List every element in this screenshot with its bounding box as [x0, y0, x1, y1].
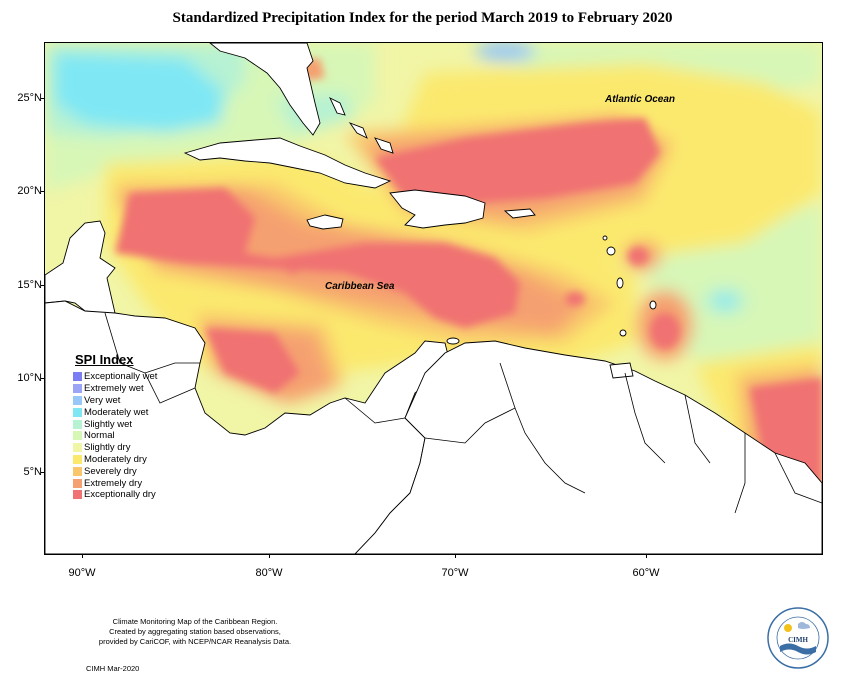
label-atlantic-ocean: Atlantic Ocean: [605, 94, 676, 105]
land-jamaica: [306, 214, 344, 230]
wave-icon: [780, 643, 816, 655]
lat-tick: [41, 472, 45, 473]
legend-item: Normal: [73, 430, 193, 442]
land-martinique: [616, 277, 624, 289]
cimh-logo: CIMH: [767, 607, 829, 669]
land-bahamas: [329, 97, 346, 116]
cloud-icon: [798, 622, 810, 629]
legend-item: Slightly dry: [73, 442, 193, 454]
lat-tick: [41, 378, 45, 379]
legend-swatch: [73, 443, 82, 453]
legend-label: Normal: [84, 430, 115, 442]
legend-swatch: [73, 490, 82, 500]
spi-map-canvas: [45, 43, 822, 554]
legend-label: Extremely wet: [84, 383, 144, 395]
footer-line: Climate Monitoring Map of the Caribbean …: [112, 617, 278, 626]
legend-item: Exceptionally dry: [73, 489, 193, 501]
legend-swatch: [73, 395, 82, 405]
lat-label-15n: 15°N: [17, 279, 42, 291]
lon-tick: [82, 554, 83, 558]
lat-label-5n: 5°N: [23, 466, 42, 478]
legend-swatch: [73, 478, 82, 488]
land-south-america: [354, 340, 822, 554]
sun-icon: [784, 624, 792, 632]
lat-label-25n: 25°N: [17, 92, 42, 104]
legend-items: Exceptionally wet Extremely wet Very wet Mo…: [73, 371, 193, 501]
legend-item: Exceptionally wet: [73, 371, 193, 383]
legend-item: Moderately dry: [73, 454, 193, 466]
legend-swatch: [73, 384, 82, 394]
legend-item: Moderately wet: [73, 406, 193, 418]
land-puerto-rico: [503, 208, 536, 219]
legend-title: SPI Index: [75, 352, 134, 367]
map-title: Standardized Precipitation Index for the…: [172, 10, 673, 26]
legend-label: Extremely dry: [84, 477, 143, 489]
footer-line: provided by CariCOF, with NCEP/NCAR Rean…: [98, 637, 292, 646]
legend-item: Extremely wet: [73, 383, 193, 395]
lon-label-70w: 70°W: [441, 567, 469, 579]
lat-label-20n: 20°N: [17, 185, 42, 197]
legend-item: Very wet: [73, 395, 193, 407]
logo-text: CIMH: [788, 636, 808, 644]
footer-description: Climate Monitoring Map of the Caribbean …: [90, 617, 300, 647]
land-florida: [209, 43, 321, 136]
legend-item: Severely dry: [73, 465, 193, 477]
land-barbados: [649, 300, 657, 310]
legend-label: Moderately dry: [84, 453, 147, 465]
footer-line: Created by aggregating station based obs…: [109, 627, 281, 636]
legend-label: Severely dry: [84, 465, 137, 477]
legend-label: Slightly dry: [84, 442, 131, 454]
legend-label: Slightly wet: [84, 418, 133, 430]
legend-swatch: [73, 431, 82, 441]
land-grenada: [619, 329, 627, 337]
lat-tick: [41, 191, 45, 192]
legend-label: Exceptionally wet: [84, 371, 158, 383]
lat-tick: [41, 285, 45, 286]
land-central-america-west: [45, 220, 116, 314]
label-caribbean-sea: Caribbean Sea: [325, 281, 395, 292]
legend-label: Very wet: [84, 394, 121, 406]
lon-label-60w: 60°W: [632, 567, 660, 579]
land-guadeloupe: [606, 246, 616, 256]
footer-credit: CIMH Mar-2020: [86, 664, 140, 673]
land-curacao: [446, 337, 460, 345]
legend-swatch: [73, 454, 82, 464]
legend-swatch: [73, 372, 82, 382]
legend-swatch: [73, 407, 82, 417]
spi-map: [44, 42, 823, 555]
legend-swatch: [73, 466, 82, 476]
spi-legend: SPI Index Exceptionally wet Extremely wet…: [73, 352, 193, 501]
legend-swatch: [73, 419, 82, 429]
lon-label-80w: 80°W: [255, 567, 283, 579]
land-cuba: [183, 137, 392, 189]
land-trinidad: [609, 362, 634, 379]
land-antigua: [602, 235, 608, 241]
lon-label-90w: 90°W: [68, 567, 96, 579]
country-borders: [104, 312, 822, 514]
spi-exceptionally-dry: [115, 58, 822, 488]
legend-item: Slightly wet: [73, 418, 193, 430]
lon-tick: [269, 554, 270, 558]
legend-label: Moderately wet: [84, 406, 149, 418]
lat-label-10n: 10°N: [17, 372, 42, 384]
legend-label: Exceptionally dry: [84, 489, 156, 501]
lon-tick: [455, 554, 456, 558]
land-masses: [45, 43, 822, 554]
lat-tick: [41, 98, 45, 99]
lon-tick: [646, 554, 647, 558]
legend-item: Extremely dry: [73, 477, 193, 489]
land-hispaniola: [389, 189, 486, 229]
